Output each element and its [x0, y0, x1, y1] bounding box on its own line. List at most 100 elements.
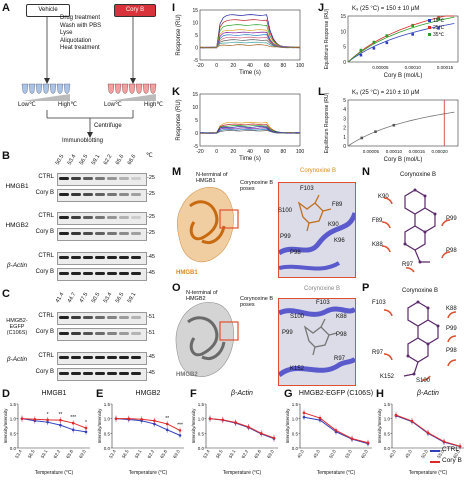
fit-curve: [347, 23, 455, 63]
fit-curve: [347, 111, 455, 147]
blot-band: [131, 193, 141, 196]
plot-title: β-Actin: [230, 390, 253, 397]
y-axis-label: Equilibrium Response (RU): [324, 92, 330, 153]
panel-label-j: J: [318, 2, 325, 14]
blot-band: [71, 177, 81, 180]
blot-band: [119, 177, 129, 180]
x-tick: 50.0: [420, 449, 429, 460]
tube-icon: [149, 83, 157, 94]
blot-row-label: CTRL: [38, 313, 54, 319]
ctrl-line: [209, 418, 275, 440]
kda-marker: -45: [147, 254, 155, 260]
res-m-f89: F89: [332, 202, 343, 208]
significance-star: **: [165, 416, 169, 422]
blot-band: [95, 177, 105, 180]
blot-band: [119, 356, 129, 359]
legend-coryb: Cory B: [442, 457, 462, 464]
res-o-f103: F103: [316, 300, 330, 306]
blot-band: [119, 256, 129, 259]
panel-label-c: C: [2, 288, 10, 300]
blot-band: [71, 316, 81, 319]
y-tick: 0: [195, 46, 198, 52]
x-tick: 59.1: [228, 449, 237, 460]
temp-label: 44.7: [66, 291, 78, 304]
y-tick: 0.0: [198, 446, 205, 451]
x-tick: 100: [296, 63, 305, 69]
blot-band: [59, 332, 69, 335]
x-axis-label: Time (s): [239, 156, 261, 162]
x-tick: 53.4: [108, 449, 117, 460]
nterm-hmgb2: N-terminal of HMGB2: [186, 290, 218, 302]
res-m-k90: K90: [328, 222, 339, 228]
blot-band: [131, 256, 141, 259]
blot-band: [131, 356, 141, 359]
tube-icon: [35, 83, 43, 94]
sensorgram-trace: [199, 44, 301, 49]
panel-label-k: K: [172, 86, 180, 98]
x-tick: 60: [264, 149, 270, 155]
blot-band: [107, 272, 117, 275]
x-tick: 65.6: [253, 449, 262, 460]
fit-point: [437, 27, 440, 30]
legend-ctrl: CTRL: [442, 446, 459, 453]
tube-icon: [142, 83, 150, 94]
blot-band: [95, 372, 105, 375]
blot-band: [95, 316, 105, 319]
hmgb2-structure: [175, 302, 239, 377]
fit-point: [360, 136, 364, 140]
res-m-p99: P99: [280, 234, 291, 240]
x-tick: -20: [196, 149, 203, 155]
y-tick: 0: [343, 60, 346, 66]
temp-label: 68.6: [126, 153, 138, 166]
tube-icon: [114, 83, 122, 94]
legend-label: 35℃: [433, 32, 445, 38]
centrifuge-label: Centrifuge: [94, 123, 122, 129]
x-tick: 0.00005: [363, 149, 380, 154]
blot-band: [71, 372, 81, 375]
blot-row-label: Cory B: [35, 190, 54, 196]
x-tick: 69.0: [266, 449, 275, 460]
blot-band: [59, 272, 69, 275]
panel-label-d: D: [2, 388, 10, 400]
fit-curve: [347, 15, 455, 63]
y-tick: 0.5: [104, 431, 111, 436]
x-tick: 40: [247, 63, 253, 69]
blot-row-label: Cory B: [35, 329, 54, 335]
blot-band: [131, 332, 141, 335]
step-lyse: Lyse: [60, 30, 73, 36]
panel-label-g: G: [284, 388, 293, 400]
group-hmgb1: HMGB1: [5, 183, 29, 190]
x-tick: 80: [281, 149, 287, 155]
blot-band: [59, 356, 69, 359]
blot-band: [95, 356, 105, 359]
y-tick: 1: [343, 135, 346, 141]
legend-swatch-coryb: [430, 461, 440, 463]
blot-row-label: CTRL: [38, 253, 54, 259]
x-tick: 69.0: [172, 449, 181, 460]
panel-label-h: H: [376, 388, 384, 400]
panel-label-e: E: [96, 388, 104, 400]
y-axis-label: Intensity/Intensity: [377, 408, 382, 444]
y-axis-label: Intensity/Intensity: [191, 408, 196, 444]
sensorgram-trace: [199, 34, 301, 49]
line-plot: β-Actin 1.5 1.0 0.5 0.040.0 45.0 50.0 55.0 60.0 T…: [377, 390, 464, 476]
blot-band: [107, 332, 117, 335]
fit-point: [392, 123, 396, 127]
hmgb1-zoom-art: [277, 194, 358, 271]
blot-band: [107, 256, 117, 259]
x-axis-label: Temperature (°C): [129, 470, 168, 476]
res-n-r97: R97: [402, 262, 414, 268]
coryb-box: Cory B: [114, 4, 156, 17]
y-axis-label: Response (RU): [176, 99, 182, 140]
res-p-k152: K152: [380, 374, 395, 380]
kd-title: K₉ (25 °C) = 210 ± 10 μM: [352, 90, 419, 96]
legend-label: 25℃: [433, 25, 445, 31]
res-p-s100: S100: [416, 378, 431, 384]
blot-band: [95, 232, 105, 235]
temp-label: 56.5: [78, 153, 90, 166]
fit-point: [385, 41, 389, 45]
spr-fit-l: 0.00005 0.00010 0.00015 0.00020 5 4 3 2 1 0 Cory B…: [324, 90, 459, 163]
y-tick: 0.0: [384, 446, 391, 451]
kd-title: K₉ (25 °C) = 150 ± 10 μM: [352, 6, 419, 12]
blot-band: [95, 332, 105, 335]
